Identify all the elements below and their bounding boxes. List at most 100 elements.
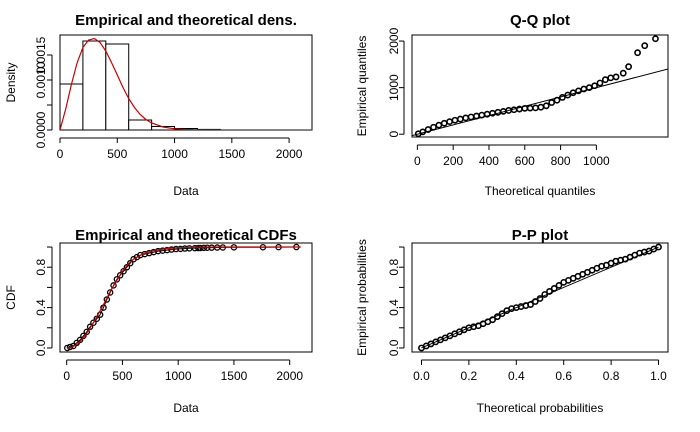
data-point <box>625 63 633 71</box>
data-point <box>558 94 566 101</box>
data-point <box>575 87 582 95</box>
cdf-x-tick-label: 2000 <box>276 369 303 383</box>
dens-y-label: Density <box>4 62 18 102</box>
dens-y-tick-label: 0.0000 <box>34 111 48 148</box>
data-point <box>419 128 427 136</box>
qq-plot-frame <box>411 34 669 138</box>
data-point <box>548 99 556 106</box>
data-point <box>510 106 518 114</box>
pp-x-tick-label: 0.8 <box>603 369 620 383</box>
dens-x-tick-label: 0 <box>57 147 64 161</box>
dens-x-tick-label: 1000 <box>161 147 188 161</box>
histogram-bar <box>128 119 153 130</box>
cdf-y-tick-label: 0.0 <box>34 339 48 356</box>
data-point <box>473 112 480 120</box>
empirical-cdf-point <box>103 296 111 303</box>
cdf-title: Empirical and theoretical CDFs <box>75 227 297 244</box>
dens-x-label: Data <box>173 184 199 198</box>
cdf-y-tick-label: 0.8 <box>34 259 48 276</box>
data-point <box>435 121 443 129</box>
empirical-cdf-line <box>67 246 297 349</box>
data-point <box>494 108 502 116</box>
reference-line <box>421 246 659 349</box>
theoretical-density-curve <box>60 37 312 130</box>
pp-x-tick-label: 0.6 <box>555 369 572 383</box>
theoretical-cdf-curve <box>66 246 301 349</box>
qq-x-tick-label: 1000 <box>583 154 610 168</box>
reference-line <box>412 68 668 137</box>
pp-marks <box>418 243 662 352</box>
empirical-cdf-point <box>86 323 94 331</box>
histogram-bar <box>82 40 107 130</box>
qq-y-tick-label: 2000 <box>387 27 401 54</box>
pp-x-tick-label: 0.0 <box>413 369 430 383</box>
empirical-cdf-point <box>83 328 91 336</box>
cdf-y-label: CDF <box>4 285 18 310</box>
qq-y-tick-label: 0 <box>387 131 401 138</box>
data-point <box>424 126 432 133</box>
cdf-x-tick-label: 1000 <box>165 369 192 383</box>
cdf-y-tick-label: 0.4 <box>34 299 48 316</box>
data-point <box>596 79 604 87</box>
data-point <box>531 298 539 305</box>
dens-title: Empirical and theoretical dens. <box>75 12 297 29</box>
empirical-cdf-point <box>76 336 84 344</box>
histogram-bar <box>105 43 130 130</box>
pp-title: P-P plot <box>512 227 568 244</box>
empirical-cdf-point <box>110 282 117 289</box>
qq-marks <box>412 35 668 137</box>
empirical-cdf-point <box>116 272 124 279</box>
data-point <box>541 291 549 298</box>
data-point <box>456 115 464 123</box>
qq-y-label: Empirical quantiles <box>355 36 369 137</box>
data-point <box>536 295 544 302</box>
qq-x-label: Theoretical quantiles <box>485 184 596 198</box>
data-point <box>467 113 475 121</box>
data-point <box>526 104 534 112</box>
qq-x-tick-label: 0 <box>414 154 421 168</box>
data-point <box>546 288 553 295</box>
dens-y-tick-label: 0.0010 <box>34 61 48 98</box>
data-point <box>634 49 641 57</box>
data-point <box>619 69 627 77</box>
pp-y-tick-label: 0.0 <box>387 339 401 356</box>
data-point <box>478 111 486 119</box>
empirical-cdf-point <box>90 319 97 326</box>
data-point <box>527 301 534 308</box>
cdf-x-label: Data <box>173 401 199 415</box>
pp-y-label: Empirical probabilities <box>355 239 369 356</box>
data-point <box>446 118 453 126</box>
empirical-cdf-point <box>120 268 127 275</box>
data-point <box>493 313 501 321</box>
data-point <box>555 281 563 289</box>
empirical-cdf-point <box>126 259 134 267</box>
data-point <box>430 123 437 131</box>
pp-x-label: Theoretical probabilities <box>477 401 604 415</box>
cdf-x-tick-label: 0 <box>63 369 70 383</box>
data-point <box>612 73 620 81</box>
data-point <box>607 74 615 82</box>
data-point <box>483 110 491 118</box>
data-point <box>569 89 577 97</box>
data-point <box>498 310 506 318</box>
data-point <box>585 84 593 92</box>
empirical-cdf-point <box>113 276 121 283</box>
data-point <box>580 85 588 93</box>
data-point <box>462 114 470 122</box>
histogram-bar <box>60 83 84 130</box>
data-point <box>451 116 459 124</box>
dens-x-tick-label: 500 <box>107 147 127 161</box>
qq-x-tick-label: 800 <box>551 154 571 168</box>
dens-y-tick-label: 0.0015 <box>34 36 48 73</box>
dens-marks <box>60 37 312 130</box>
pp-x-tick-label: 1.0 <box>650 369 667 383</box>
data-point <box>542 102 550 110</box>
data-point <box>532 104 539 112</box>
data-point <box>516 105 523 113</box>
data-point <box>652 35 659 43</box>
data-point <box>537 103 545 111</box>
pp-x-tick-label: 0.2 <box>461 369 478 383</box>
dens-x-tick-label: 2000 <box>276 147 303 161</box>
data-point <box>521 104 529 112</box>
